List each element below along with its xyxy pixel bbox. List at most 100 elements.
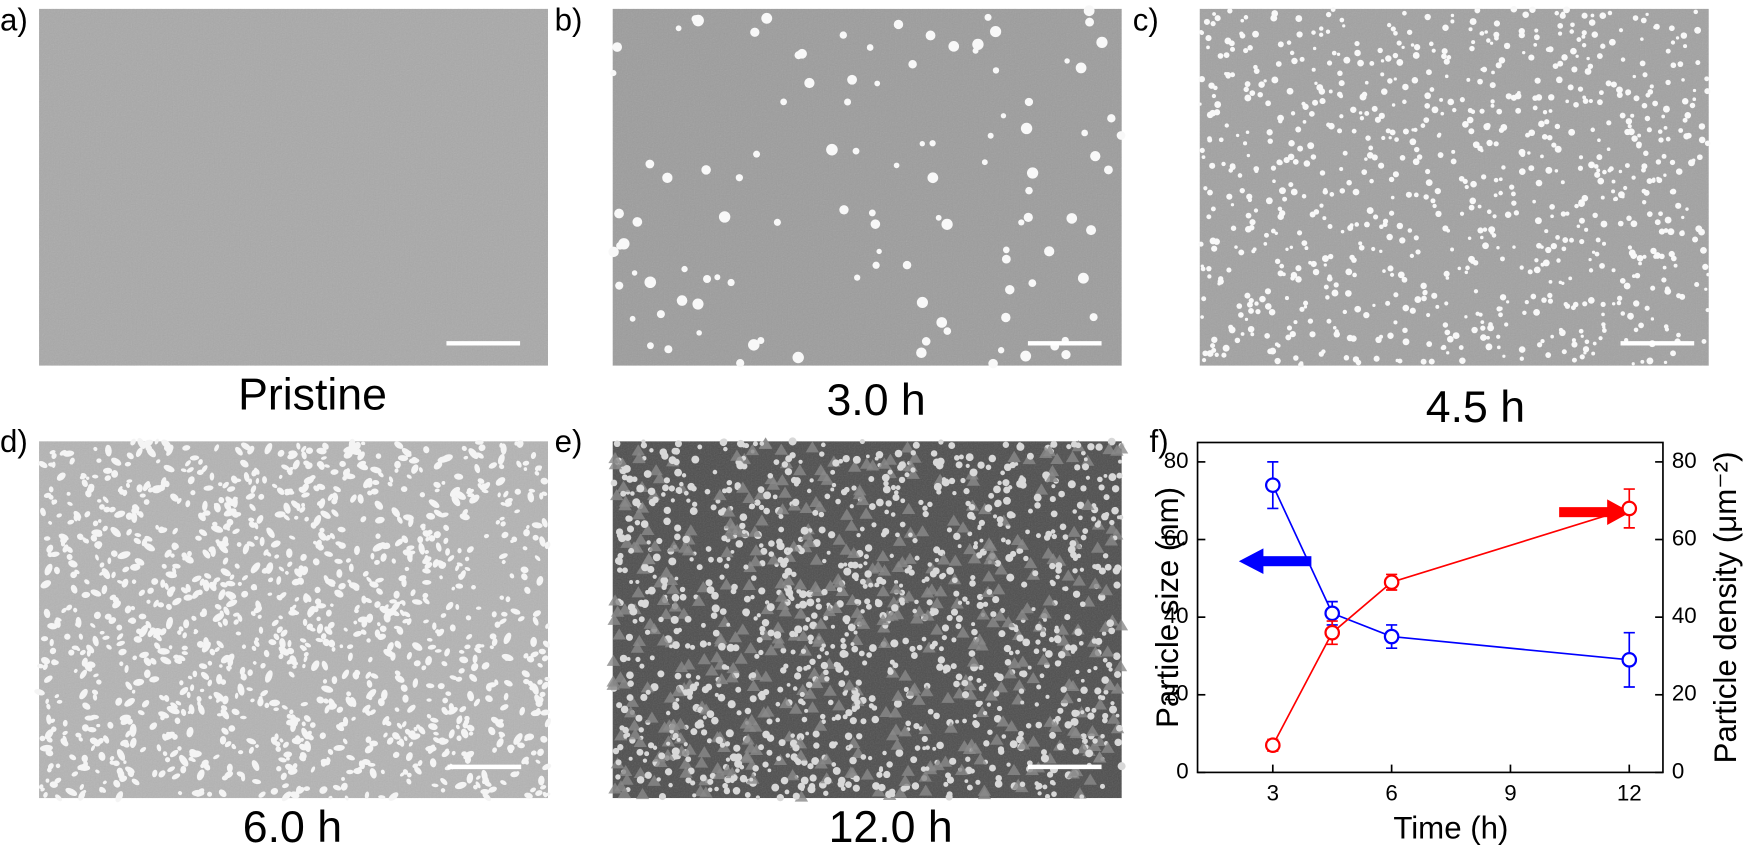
particle — [402, 618, 409, 624]
particle — [1312, 268, 1320, 276]
particle — [1350, 106, 1357, 113]
particle — [773, 218, 781, 226]
particle — [228, 725, 236, 732]
particle — [1581, 30, 1587, 36]
particle — [1299, 56, 1305, 62]
particle — [1428, 41, 1434, 47]
particle — [323, 698, 329, 704]
particle — [966, 474, 981, 486]
particle — [264, 702, 270, 709]
particle — [853, 484, 867, 496]
particle — [299, 751, 307, 760]
particle — [898, 669, 912, 681]
particle — [377, 471, 384, 478]
particle — [1227, 8, 1233, 14]
particle — [1442, 322, 1449, 328]
particle — [840, 786, 846, 792]
particle — [129, 737, 137, 749]
particle — [805, 701, 820, 713]
particle — [1102, 717, 1108, 724]
particle — [1318, 32, 1324, 37]
particle — [117, 551, 131, 560]
particle — [780, 98, 788, 106]
particle — [1005, 285, 1015, 295]
particle — [189, 684, 195, 692]
particle — [838, 680, 846, 687]
particle — [925, 583, 939, 595]
particle — [1554, 10, 1560, 16]
particle — [535, 699, 543, 707]
particle — [305, 447, 314, 454]
particle — [405, 752, 413, 762]
particle — [1091, 707, 1097, 713]
image-grain — [39, 8, 548, 366]
particle — [1530, 293, 1537, 300]
particle — [1675, 202, 1682, 209]
particle — [632, 508, 646, 520]
particle — [459, 513, 470, 521]
particle — [619, 725, 625, 731]
particle — [1469, 197, 1477, 205]
particle — [757, 486, 765, 494]
particle — [1239, 187, 1245, 194]
particle — [718, 211, 731, 223]
particle — [1579, 354, 1585, 360]
particle — [893, 19, 904, 30]
particle — [539, 536, 546, 547]
particle — [986, 616, 1000, 628]
particle — [197, 704, 205, 715]
particle — [890, 738, 904, 750]
particle — [965, 453, 974, 462]
particle — [84, 511, 91, 518]
particle — [217, 621, 223, 628]
particle — [189, 750, 202, 758]
particle — [1352, 272, 1357, 278]
particle — [197, 589, 203, 596]
particle — [936, 741, 944, 750]
particle — [538, 648, 546, 655]
particle — [1337, 128, 1343, 134]
particle — [1258, 81, 1265, 88]
particle — [287, 639, 292, 648]
particle — [1469, 18, 1477, 26]
particle — [1016, 738, 1031, 750]
particle — [812, 632, 826, 644]
particle — [675, 25, 682, 32]
particle — [130, 563, 141, 571]
particle — [805, 731, 810, 736]
particle — [135, 447, 143, 458]
particle — [699, 774, 707, 782]
particle — [1704, 88, 1711, 95]
particle — [827, 699, 834, 706]
particle — [758, 649, 764, 656]
particle — [1446, 228, 1451, 233]
particle — [1499, 294, 1507, 301]
particle — [1534, 28, 1539, 33]
particle — [474, 647, 482, 654]
particle — [1026, 735, 1041, 747]
particle — [854, 274, 861, 281]
particle — [948, 477, 956, 485]
particle — [1045, 694, 1050, 699]
particle — [444, 748, 450, 753]
particle — [544, 676, 551, 682]
particle — [979, 538, 984, 543]
particle — [1670, 350, 1676, 357]
particle — [646, 540, 651, 545]
particle — [1563, 302, 1569, 307]
particle — [1581, 42, 1587, 48]
particle — [976, 608, 990, 620]
particle — [749, 695, 757, 703]
particle — [96, 458, 102, 463]
particle — [618, 495, 633, 507]
particle — [303, 460, 311, 467]
particle — [761, 705, 775, 717]
particle — [1077, 698, 1082, 703]
particle — [1003, 486, 1011, 494]
particle — [365, 736, 372, 743]
particle — [683, 742, 688, 747]
particle — [1659, 253, 1665, 260]
particle — [1230, 225, 1237, 231]
particle — [719, 608, 727, 615]
particle — [448, 729, 455, 739]
